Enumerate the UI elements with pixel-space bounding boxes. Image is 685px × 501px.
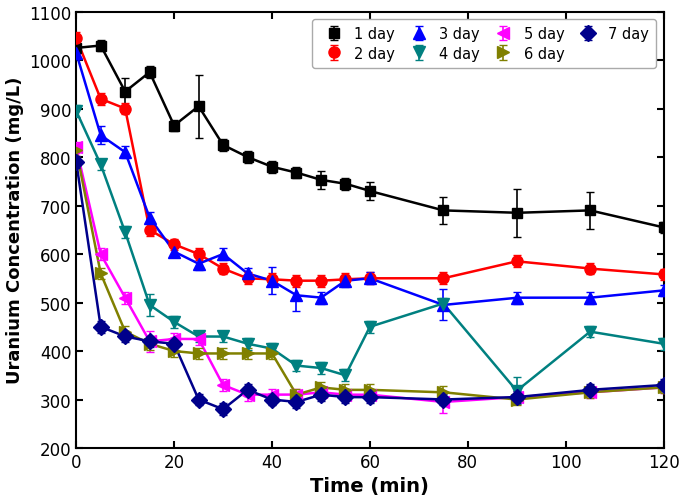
Y-axis label: Uranium Concentration (mg/L): Uranium Concentration (mg/L)	[5, 77, 23, 384]
X-axis label: Time (min): Time (min)	[310, 476, 429, 495]
Legend: 1 day, 2 day, 3 day, 4 day, 5 day, 6 day, 7 day: 1 day, 2 day, 3 day, 4 day, 5 day, 6 day…	[312, 20, 656, 69]
